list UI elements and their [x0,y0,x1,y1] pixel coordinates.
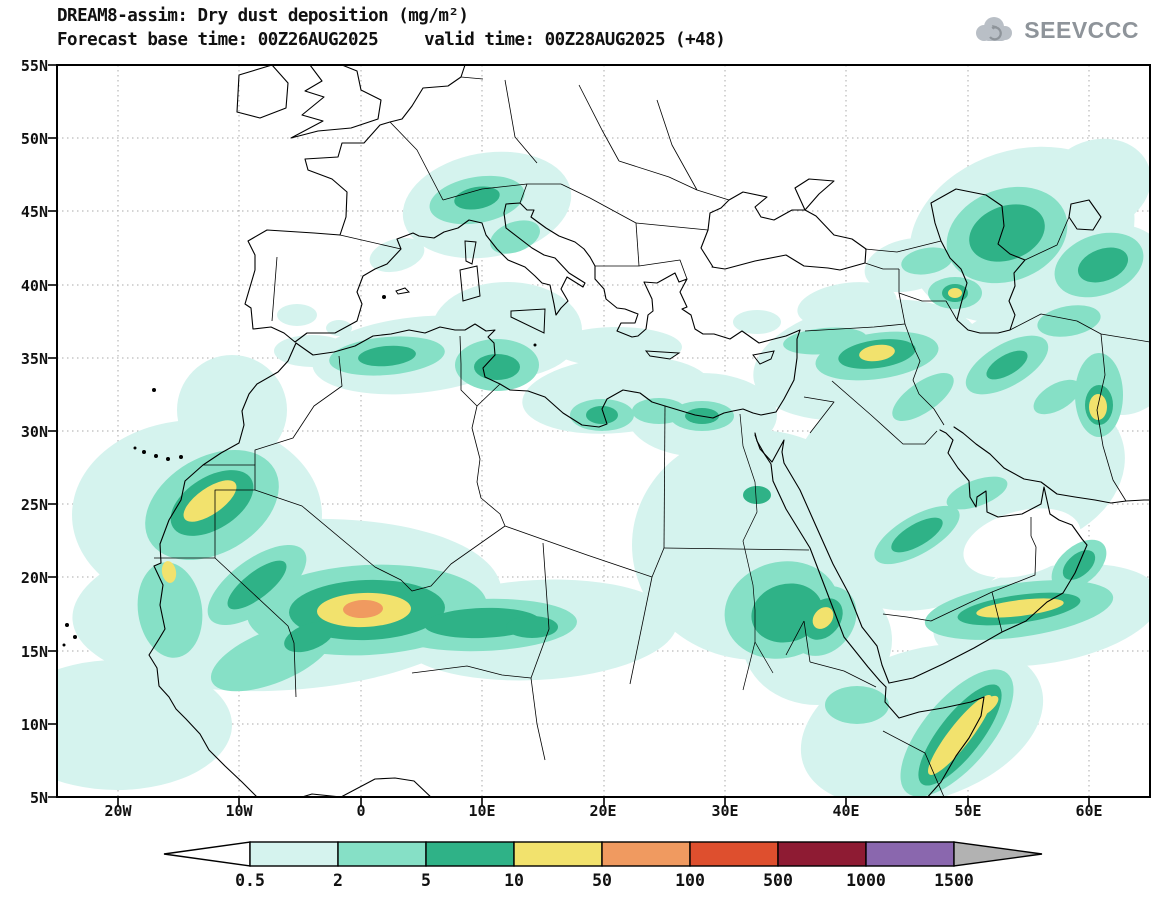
caspian-sea [930,188,1026,334]
x-tick-label: 10W [225,802,253,820]
colorbar-cell [777,841,867,867]
map-frame [48,64,1151,806]
crete [644,350,681,360]
colorbar-label: 5 [421,871,431,890]
x-tick-label: 50E [954,802,982,820]
colorbar-cell [865,841,955,867]
cyprus [752,350,775,365]
colorbar-cell [601,841,691,867]
colorbar-label: 1500 [934,871,974,890]
colorbar-label: 500 [763,871,793,890]
balearics [395,287,411,295]
y-tick-label: 25N [20,496,48,514]
y-tick-label: 15N [20,643,48,661]
colorbar-cell [513,841,603,867]
x-tick-label: 20W [104,802,132,820]
coastlines [62,65,1150,797]
x-tick-label: 30E [711,802,739,820]
colorbar-cell [249,841,339,867]
colorbar-left-arrow [163,841,251,867]
valid-time-text: valid time: 00Z28AUG2025 (+48) [424,30,726,50]
y-tick-label: 55N [20,57,48,75]
colorbar-scale [163,841,1043,867]
seevccc-logo: SEEVCCC [971,16,1139,44]
y-tick-label: 10N [20,716,48,734]
sea-of-azov [794,178,835,211]
logo-text: SEEVCCC [1024,16,1139,43]
cloud-icon [976,17,1013,41]
y-tick-label: 45N [20,203,48,221]
colorbar-label: 100 [675,871,705,890]
colorbar-label: 1000 [846,871,886,890]
colorbar-label: 2 [333,871,343,890]
x-tick-label: 20E [589,802,617,820]
colorbar-label: 10 [504,871,524,890]
horn-of-africa-coast [884,686,985,797]
corsica [464,240,477,265]
britain-coast [290,65,382,139]
colorbar-label: 50 [592,871,612,890]
sardinia [459,265,481,302]
small-islands [62,295,537,647]
x-tick-label: 60E [1075,802,1103,820]
black-sea [700,191,867,271]
map-clipped-area [57,65,1150,797]
nile-river [739,413,758,642]
colorbar-right-arrow [953,841,1043,867]
x-tick-label: 10E [468,802,496,820]
colorbar-cell [337,841,427,867]
chart-title: DREAM8-assim: Dry dust deposition (mg/m²… [57,6,469,26]
base-time-text: Forecast base time: 00Z26AUG2025 [57,30,379,50]
axis-ticks [48,64,1090,806]
arabia-coast [888,429,1088,684]
y-tick-label: 40N [20,277,48,295]
y-tick-label: 50N [20,130,48,148]
y-tick-label: 20N [20,569,48,587]
colorbar-cell [425,841,515,867]
y-tick-label: 30N [20,423,48,441]
colorbar-label: 0.5 [235,871,265,890]
y-tick-label: 5N [29,789,48,807]
sicily [510,308,546,334]
country-borders [154,76,1150,797]
colorbar: 0.5 2 5 10 50 100 500 1000 1500 [158,840,1048,898]
x-tick-label: 40E [832,802,860,820]
colorbar-cell [689,841,779,867]
y-tick-label: 35N [20,350,48,368]
x-tick-label: 0 [356,802,366,820]
chart-subtitle: Forecast base time: 00Z26AUG2025 valid ti… [57,30,726,50]
contour-band-50-100 [343,599,383,619]
iran-gulf-coast [953,426,1150,504]
ireland-coast [236,65,289,119]
